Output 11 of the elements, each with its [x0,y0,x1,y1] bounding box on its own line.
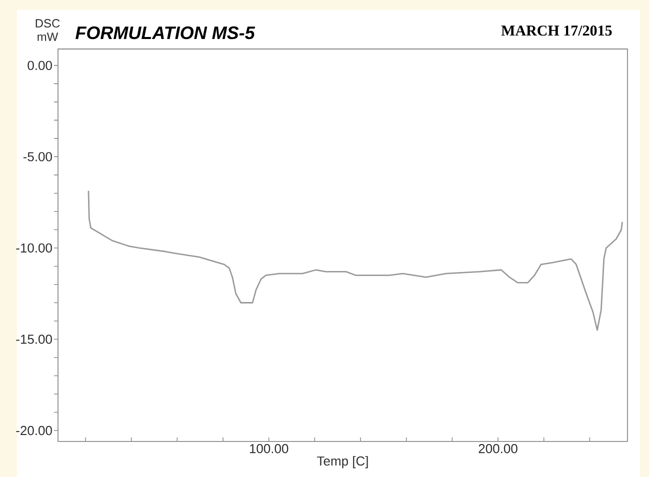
y-tick-label: -5.00 [23,152,52,162]
y-tick-label: -15.00 [16,334,52,344]
x-tick-label: 100.00 [250,444,288,454]
y-tick-label: -10.00 [16,243,52,253]
x-tick-label: 200.00 [478,444,518,454]
y-tick-label: -20.00 [16,426,52,436]
y-tick-label: 0.00 [28,60,52,70]
chart-title: FORMULATION MS-5 [76,26,256,40]
y-axis-title: DSC mW [36,19,60,41]
x-axis-title: Temp [C] [317,456,368,468]
chart-subtitle: MARCH 17/2015 [501,26,612,36]
